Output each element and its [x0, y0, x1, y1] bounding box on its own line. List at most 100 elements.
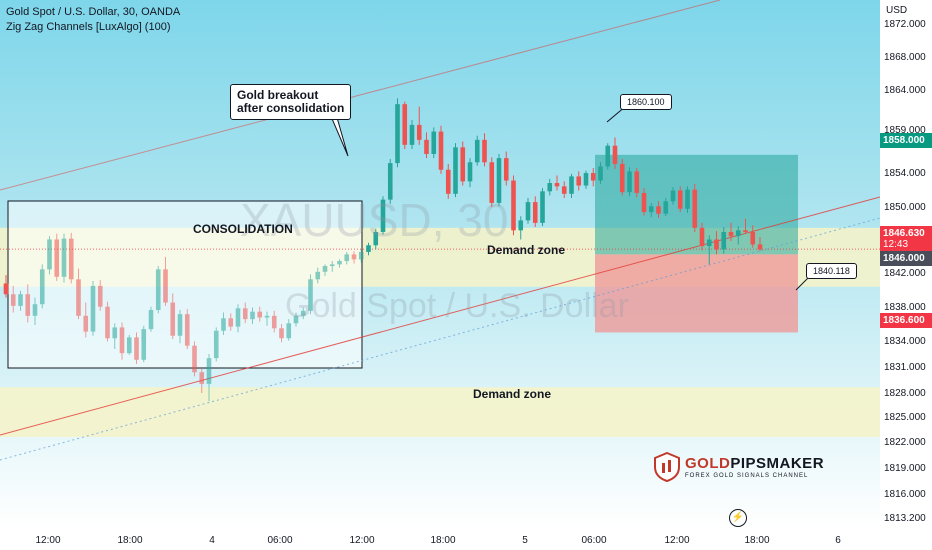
candle[interactable]: [228, 313, 234, 331]
high-price-callout[interactable]: 1860.100: [620, 94, 672, 110]
candle[interactable]: [714, 231, 719, 255]
candle[interactable]: [743, 218, 748, 234]
candle[interactable]: [300, 307, 306, 320]
candle[interactable]: [3, 275, 9, 298]
candle[interactable]: [264, 311, 270, 326]
candle[interactable]: [460, 141, 466, 186]
candle[interactable]: [525, 197, 531, 224]
candle[interactable]: [547, 178, 553, 196]
candle[interactable]: [221, 312, 226, 335]
candle[interactable]: [76, 268, 81, 320]
stop-loss-box[interactable]: [595, 254, 798, 333]
channel-lower-line[interactable]: [0, 196, 881, 436]
candle[interactable]: [721, 227, 727, 254]
candle[interactable]: [395, 98, 400, 168]
candle[interactable]: [134, 332, 139, 364]
candle[interactable]: [612, 137, 618, 169]
candle[interactable]: [663, 197, 669, 217]
candle[interactable]: [496, 153, 502, 207]
candle[interactable]: [257, 306, 263, 322]
candle[interactable]: [402, 101, 408, 149]
candle[interactable]: [634, 168, 640, 198]
candle[interactable]: [431, 127, 437, 159]
candle[interactable]: [83, 302, 89, 338]
candle[interactable]: [619, 158, 625, 196]
candle[interactable]: [598, 162, 603, 184]
candle[interactable]: [358, 249, 364, 263]
candle[interactable]: [61, 233, 67, 283]
candle[interactable]: [627, 167, 632, 197]
candle[interactable]: [424, 132, 429, 159]
lightning-icon[interactable]: ⚡: [729, 509, 747, 527]
candle[interactable]: [735, 226, 741, 245]
candle[interactable]: [540, 188, 545, 227]
candle[interactable]: [438, 125, 444, 174]
candle[interactable]: [685, 186, 690, 213]
candle[interactable]: [293, 312, 299, 327]
candle[interactable]: [141, 325, 147, 363]
candle[interactable]: [706, 235, 712, 265]
candle[interactable]: [337, 259, 342, 268]
candle[interactable]: [387, 158, 393, 204]
candle[interactable]: [213, 327, 219, 362]
trend-dotted-line[interactable]: [0, 217, 881, 461]
candle[interactable]: [380, 196, 386, 235]
candle[interactable]: [199, 368, 205, 394]
candle[interactable]: [155, 266, 161, 314]
candle[interactable]: [351, 251, 357, 264]
candle[interactable]: [25, 284, 31, 323]
candle[interactable]: [39, 264, 45, 309]
candle[interactable]: [503, 151, 509, 186]
candle[interactable]: [699, 222, 705, 251]
candle[interactable]: [518, 216, 524, 240]
candle[interactable]: [670, 187, 676, 205]
candle[interactable]: [482, 133, 487, 167]
candle[interactable]: [467, 158, 473, 188]
candle[interactable]: [271, 310, 277, 333]
candle[interactable]: [279, 324, 284, 343]
candle[interactable]: [315, 267, 321, 284]
candle[interactable]: [554, 175, 560, 191]
candle[interactable]: [329, 261, 335, 272]
channel-upper-line[interactable]: [0, 0, 721, 191]
breakout-callout[interactable]: Gold breakout after consolidation: [230, 84, 352, 120]
candle[interactable]: [590, 168, 596, 187]
candle[interactable]: [10, 285, 16, 313]
candle[interactable]: [750, 225, 756, 248]
candle[interactable]: [561, 181, 567, 198]
candle[interactable]: [416, 106, 422, 145]
indicator-label[interactable]: Zig Zag Channels [LuxAlgo] (100): [6, 21, 171, 33]
candle[interactable]: [206, 354, 212, 402]
candle[interactable]: [148, 306, 154, 332]
candle[interactable]: [32, 297, 38, 325]
candle[interactable]: [474, 135, 480, 166]
candle[interactable]: [692, 183, 698, 232]
candle[interactable]: [119, 322, 125, 360]
candle[interactable]: [235, 304, 241, 333]
low-price-callout[interactable]: 1840.118: [806, 263, 857, 279]
candle[interactable]: [97, 280, 103, 311]
candle[interactable]: [583, 170, 589, 189]
candle[interactable]: [677, 186, 683, 213]
candle[interactable]: [192, 341, 197, 377]
candle[interactable]: [489, 157, 495, 208]
candle[interactable]: [177, 310, 183, 344]
candle[interactable]: [656, 201, 661, 218]
candle[interactable]: [112, 323, 118, 350]
candle[interactable]: [453, 143, 458, 198]
candle[interactable]: [250, 307, 255, 325]
candle[interactable]: [409, 119, 415, 149]
candle[interactable]: [308, 274, 313, 315]
candle[interactable]: [344, 251, 350, 265]
candle[interactable]: [286, 319, 292, 341]
candle[interactable]: [163, 256, 168, 306]
candle[interactable]: [728, 222, 734, 242]
candle[interactable]: [90, 280, 96, 336]
candle[interactable]: [532, 196, 538, 228]
candle[interactable]: [445, 163, 451, 199]
candle[interactable]: [576, 171, 582, 191]
candle[interactable]: [511, 175, 516, 236]
candle[interactable]: [569, 173, 574, 198]
candle[interactable]: [373, 228, 379, 250]
